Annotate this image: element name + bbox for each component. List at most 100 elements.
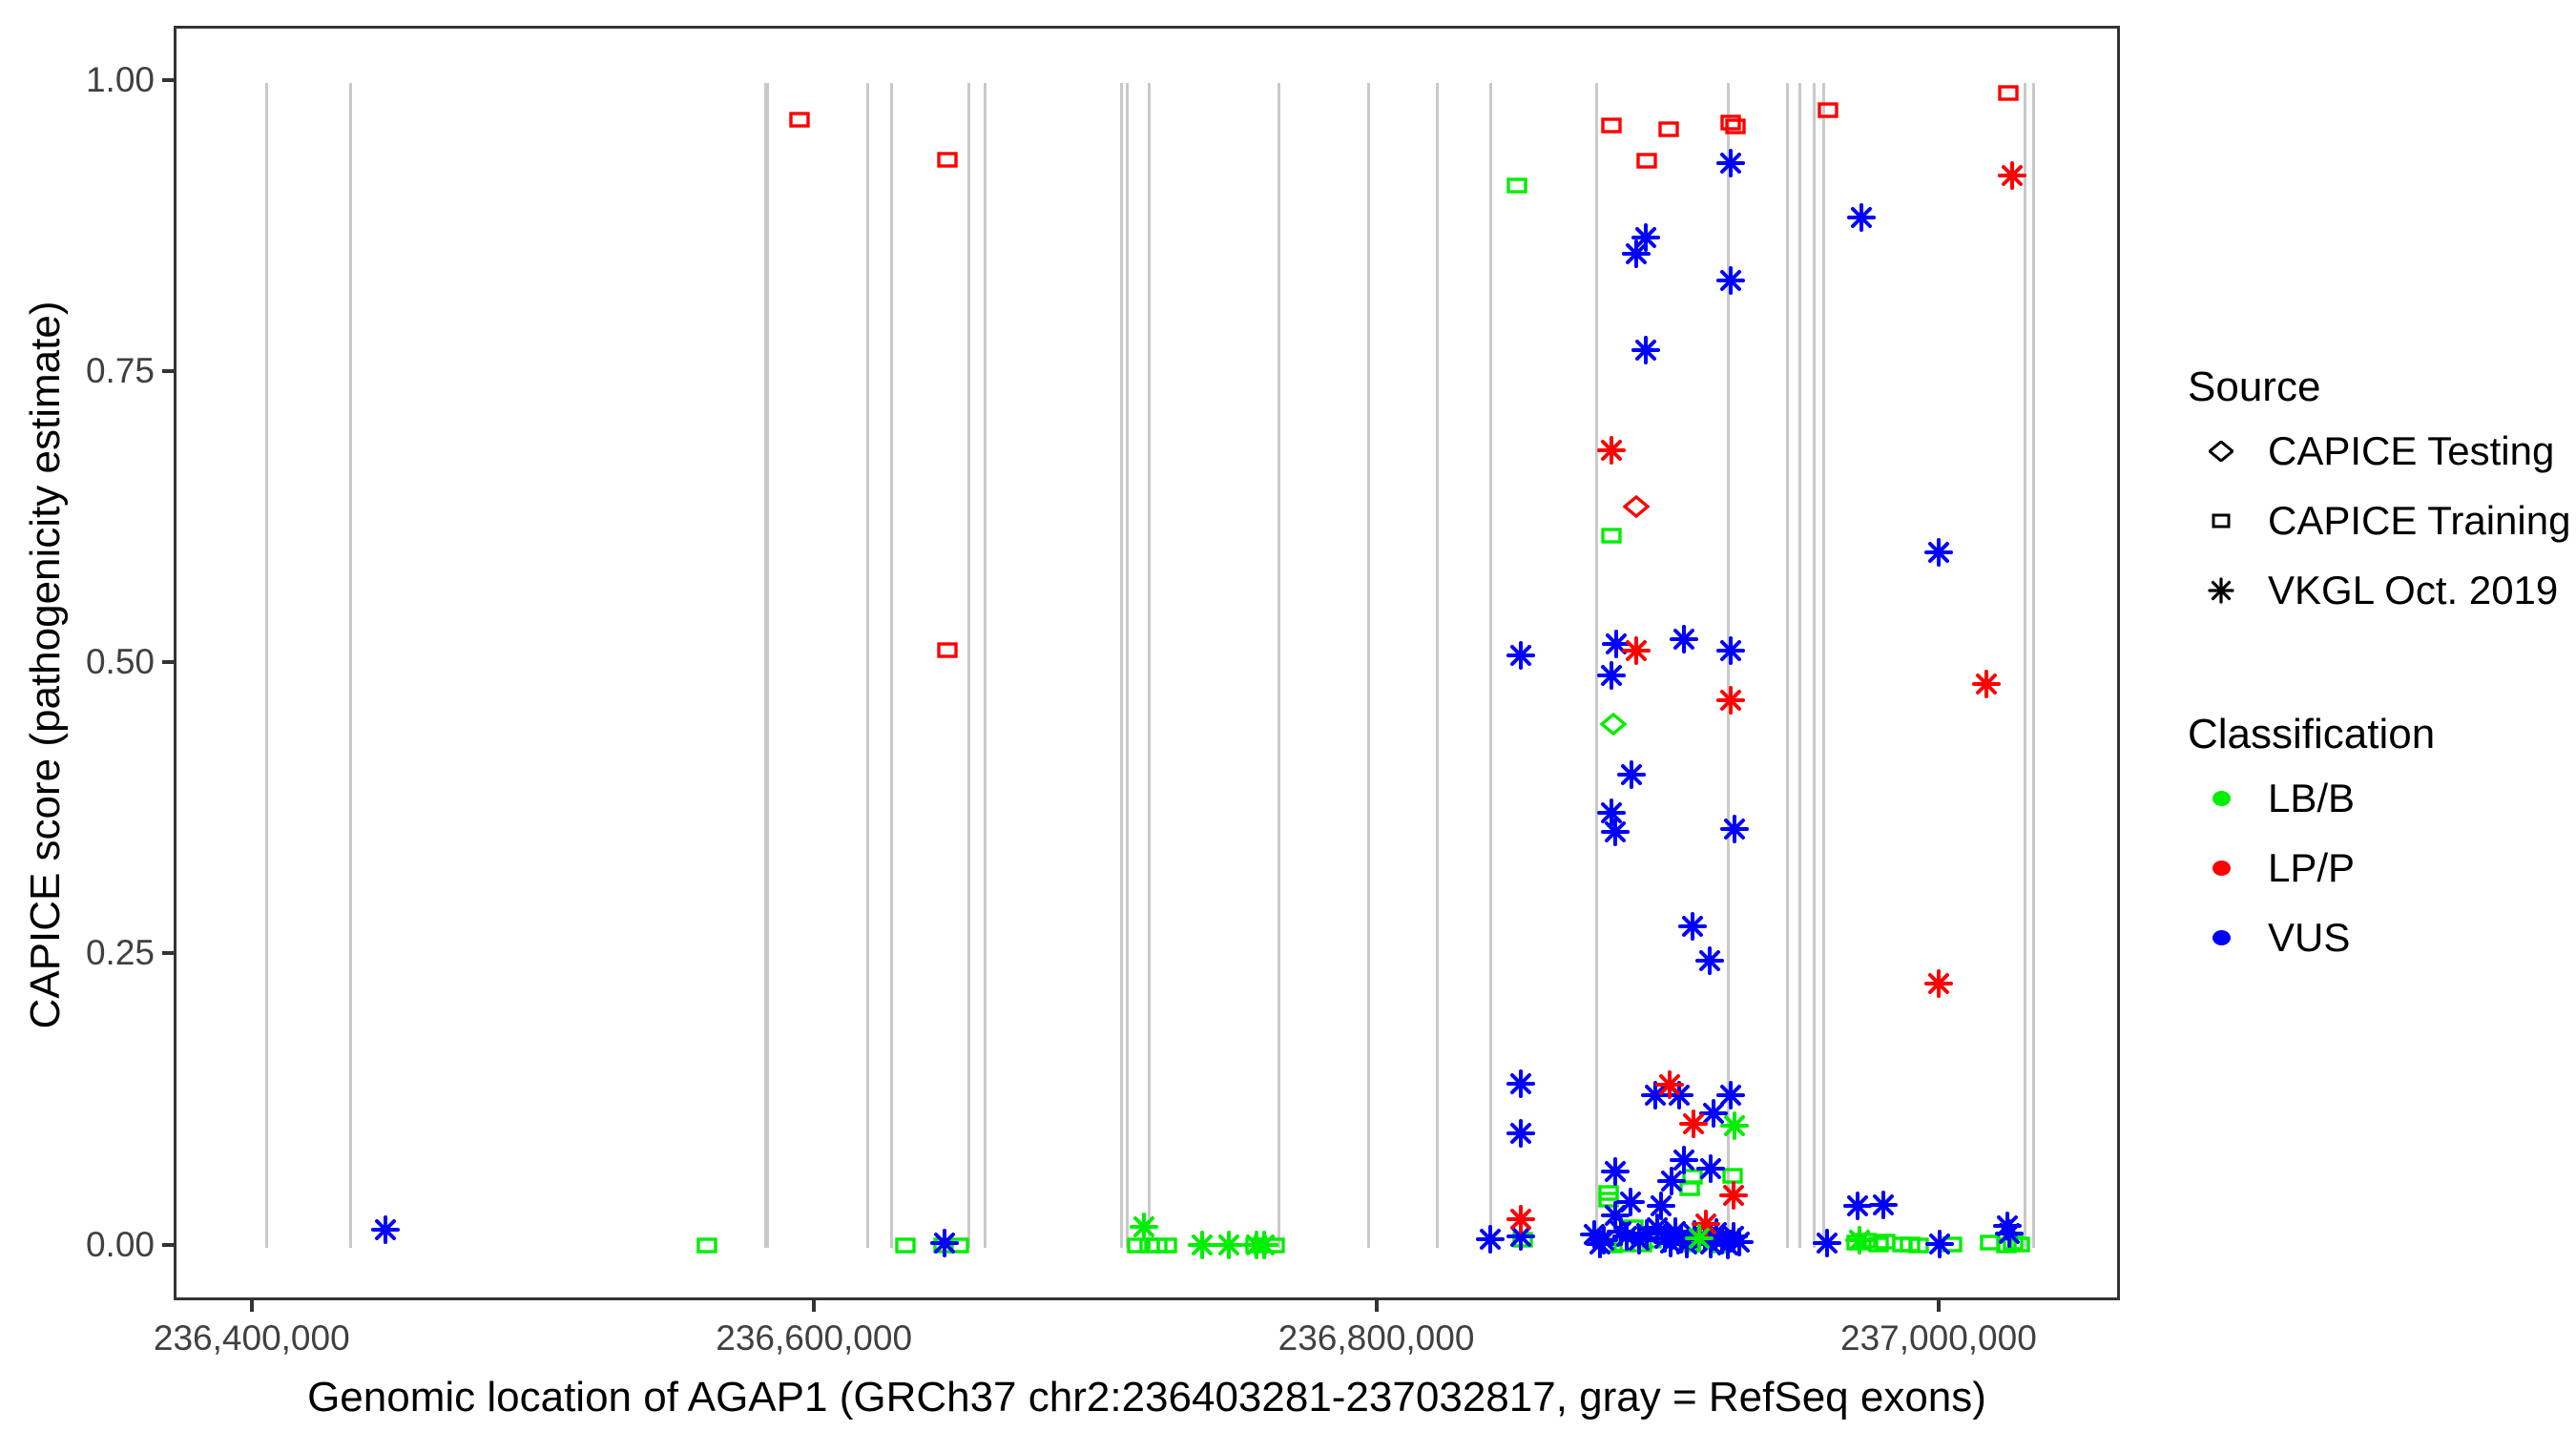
y-tick-mark: [162, 660, 174, 665]
data-point-diamond: [1599, 713, 1628, 740]
data-point-asterisk: [1250, 1231, 1279, 1264]
refseq-exon-line: [2024, 82, 2027, 1248]
legend-item-vus: VUS: [2175, 902, 2576, 972]
data-point-asterisk: [1685, 1223, 1714, 1257]
data-point-asterisk: [1187, 1231, 1216, 1264]
data-point-asterisk: [1715, 266, 1745, 300]
data-point-square: [1868, 1235, 1889, 1257]
data-point-asterisk: [1670, 625, 1699, 658]
data-point-asterisk: [1972, 669, 2002, 703]
data-point-asterisk: [1670, 1146, 1699, 1179]
data-point-square: [1658, 121, 1679, 142]
data-point-asterisk: [1924, 968, 1954, 1003]
y-tick-mark: [162, 368, 174, 373]
data-point-asterisk: [1622, 239, 1652, 273]
legend-item-label: LB/B: [2268, 775, 2356, 820]
data-point-asterisk: [1724, 1227, 1754, 1261]
refseq-exon-line: [984, 82, 987, 1248]
y-tick-label: 0.50: [85, 642, 155, 682]
refseq-exon-line: [1821, 82, 1825, 1248]
data-point-square: [936, 642, 958, 663]
data-point-asterisk: [1215, 1231, 1244, 1264]
data-point-asterisk: [1617, 759, 1647, 794]
refseq-exon-line: [264, 82, 268, 1248]
data-point-square: [1506, 176, 1527, 198]
x-tick-mark: [1936, 1300, 1941, 1312]
data-point-asterisk: [1845, 1226, 1875, 1259]
plot-panel: [174, 26, 2120, 1300]
data-point-asterisk: [1130, 1212, 1159, 1246]
legend-item-lbb: LB/B: [2175, 763, 2576, 833]
diamond-icon: [2206, 436, 2236, 467]
refseq-exon-line: [764, 82, 770, 1248]
refseq-exon-line: [1126, 82, 1130, 1248]
data-point-asterisk: [1476, 1225, 1506, 1258]
data-point-asterisk: [1506, 1119, 1535, 1152]
refseq-exon-line: [1120, 82, 1124, 1248]
data-point-square: [1156, 1237, 1178, 1258]
data-point-asterisk: [1622, 636, 1652, 670]
x-tick-mark: [249, 1300, 254, 1312]
y-tick-mark: [162, 77, 174, 82]
data-point-asterisk: [1924, 537, 1954, 571]
data-point-diamond: [1622, 494, 1651, 523]
data-point-asterisk: [1695, 1153, 1725, 1188]
refseq-exon-line: [866, 82, 870, 1248]
data-point-square: [789, 112, 810, 133]
legend-source-group: Source CAPICE Testing CAPICE Training VK…: [2175, 359, 2576, 625]
refseq-exon-line: [1785, 82, 1789, 1248]
data-point-asterisk: [1506, 1205, 1535, 1238]
refseq-exon-line: [1595, 82, 1599, 1248]
x-tick-label: 236,400,000: [153, 1318, 350, 1358]
data-point-asterisk: [1677, 911, 1707, 945]
legend-source-title: Source: [2188, 363, 2321, 410]
data-point-asterisk: [1846, 203, 1876, 237]
data-point-asterisk: [1646, 1191, 1675, 1225]
data-point-asterisk: [1601, 630, 1631, 663]
green-dot-icon: [2206, 783, 2236, 814]
data-point-asterisk: [1600, 1157, 1630, 1191]
legend-item-label: VUS: [2268, 914, 2351, 960]
refseq-exon-line: [1366, 82, 1370, 1248]
data-point-square: [1127, 1237, 1149, 1258]
exon-lines-layer: [177, 29, 2117, 1297]
refseq-exon-line: [348, 82, 352, 1248]
data-point-asterisk: [1506, 1068, 1535, 1103]
x-tick-mark: [1374, 1300, 1379, 1312]
data-point-square: [1601, 528, 1622, 549]
legend-item-lpp: LP/P: [2175, 833, 2576, 902]
data-point-asterisk: [1925, 1230, 1955, 1263]
legend-classification-title: Classification: [2188, 711, 2436, 757]
data-points-layer: [177, 29, 2117, 1297]
data-point-asterisk: [370, 1215, 400, 1249]
x-tick-label: 236,600,000: [716, 1318, 913, 1358]
data-point-square: [1721, 1167, 1743, 1189]
asterisk-icon: [2206, 575, 2236, 606]
data-point-square: [895, 1237, 916, 1258]
data-point-square: [1724, 118, 1746, 139]
legend-item-label: CAPICE Training: [2268, 497, 2571, 543]
data-point-asterisk: [1715, 636, 1745, 670]
y-tick-label: 1.00: [85, 59, 155, 99]
refseq-exon-line: [1278, 82, 1281, 1248]
data-point-asterisk: [1715, 685, 1745, 719]
red-dot-icon: [2206, 853, 2236, 883]
x-tick-label: 236,800,000: [1278, 1318, 1475, 1358]
legend-item-label: CAPICE Testing: [2268, 427, 2555, 473]
y-tick-mark: [162, 951, 174, 956]
refseq-exon-line: [1489, 82, 1493, 1248]
square-icon: [2206, 506, 2236, 536]
refseq-exon-line: [967, 82, 971, 1248]
y-tick-label: 0.00: [85, 1224, 155, 1264]
data-point-asterisk: [1596, 436, 1626, 469]
data-point-square: [1636, 153, 1657, 174]
legend-item-capice-training: CAPICE Training: [2175, 486, 2576, 555]
data-point-asterisk: [1843, 1191, 1873, 1225]
x-axis-title: Genomic location of AGAP1 (GRCh37 chr2:2…: [307, 1374, 1986, 1421]
data-point-asterisk: [1719, 1180, 1749, 1214]
data-point-asterisk: [1715, 1080, 1745, 1114]
data-point-asterisk: [1868, 1190, 1898, 1224]
data-point-asterisk: [1720, 1110, 1750, 1145]
refseq-exon-line: [1436, 82, 1440, 1248]
